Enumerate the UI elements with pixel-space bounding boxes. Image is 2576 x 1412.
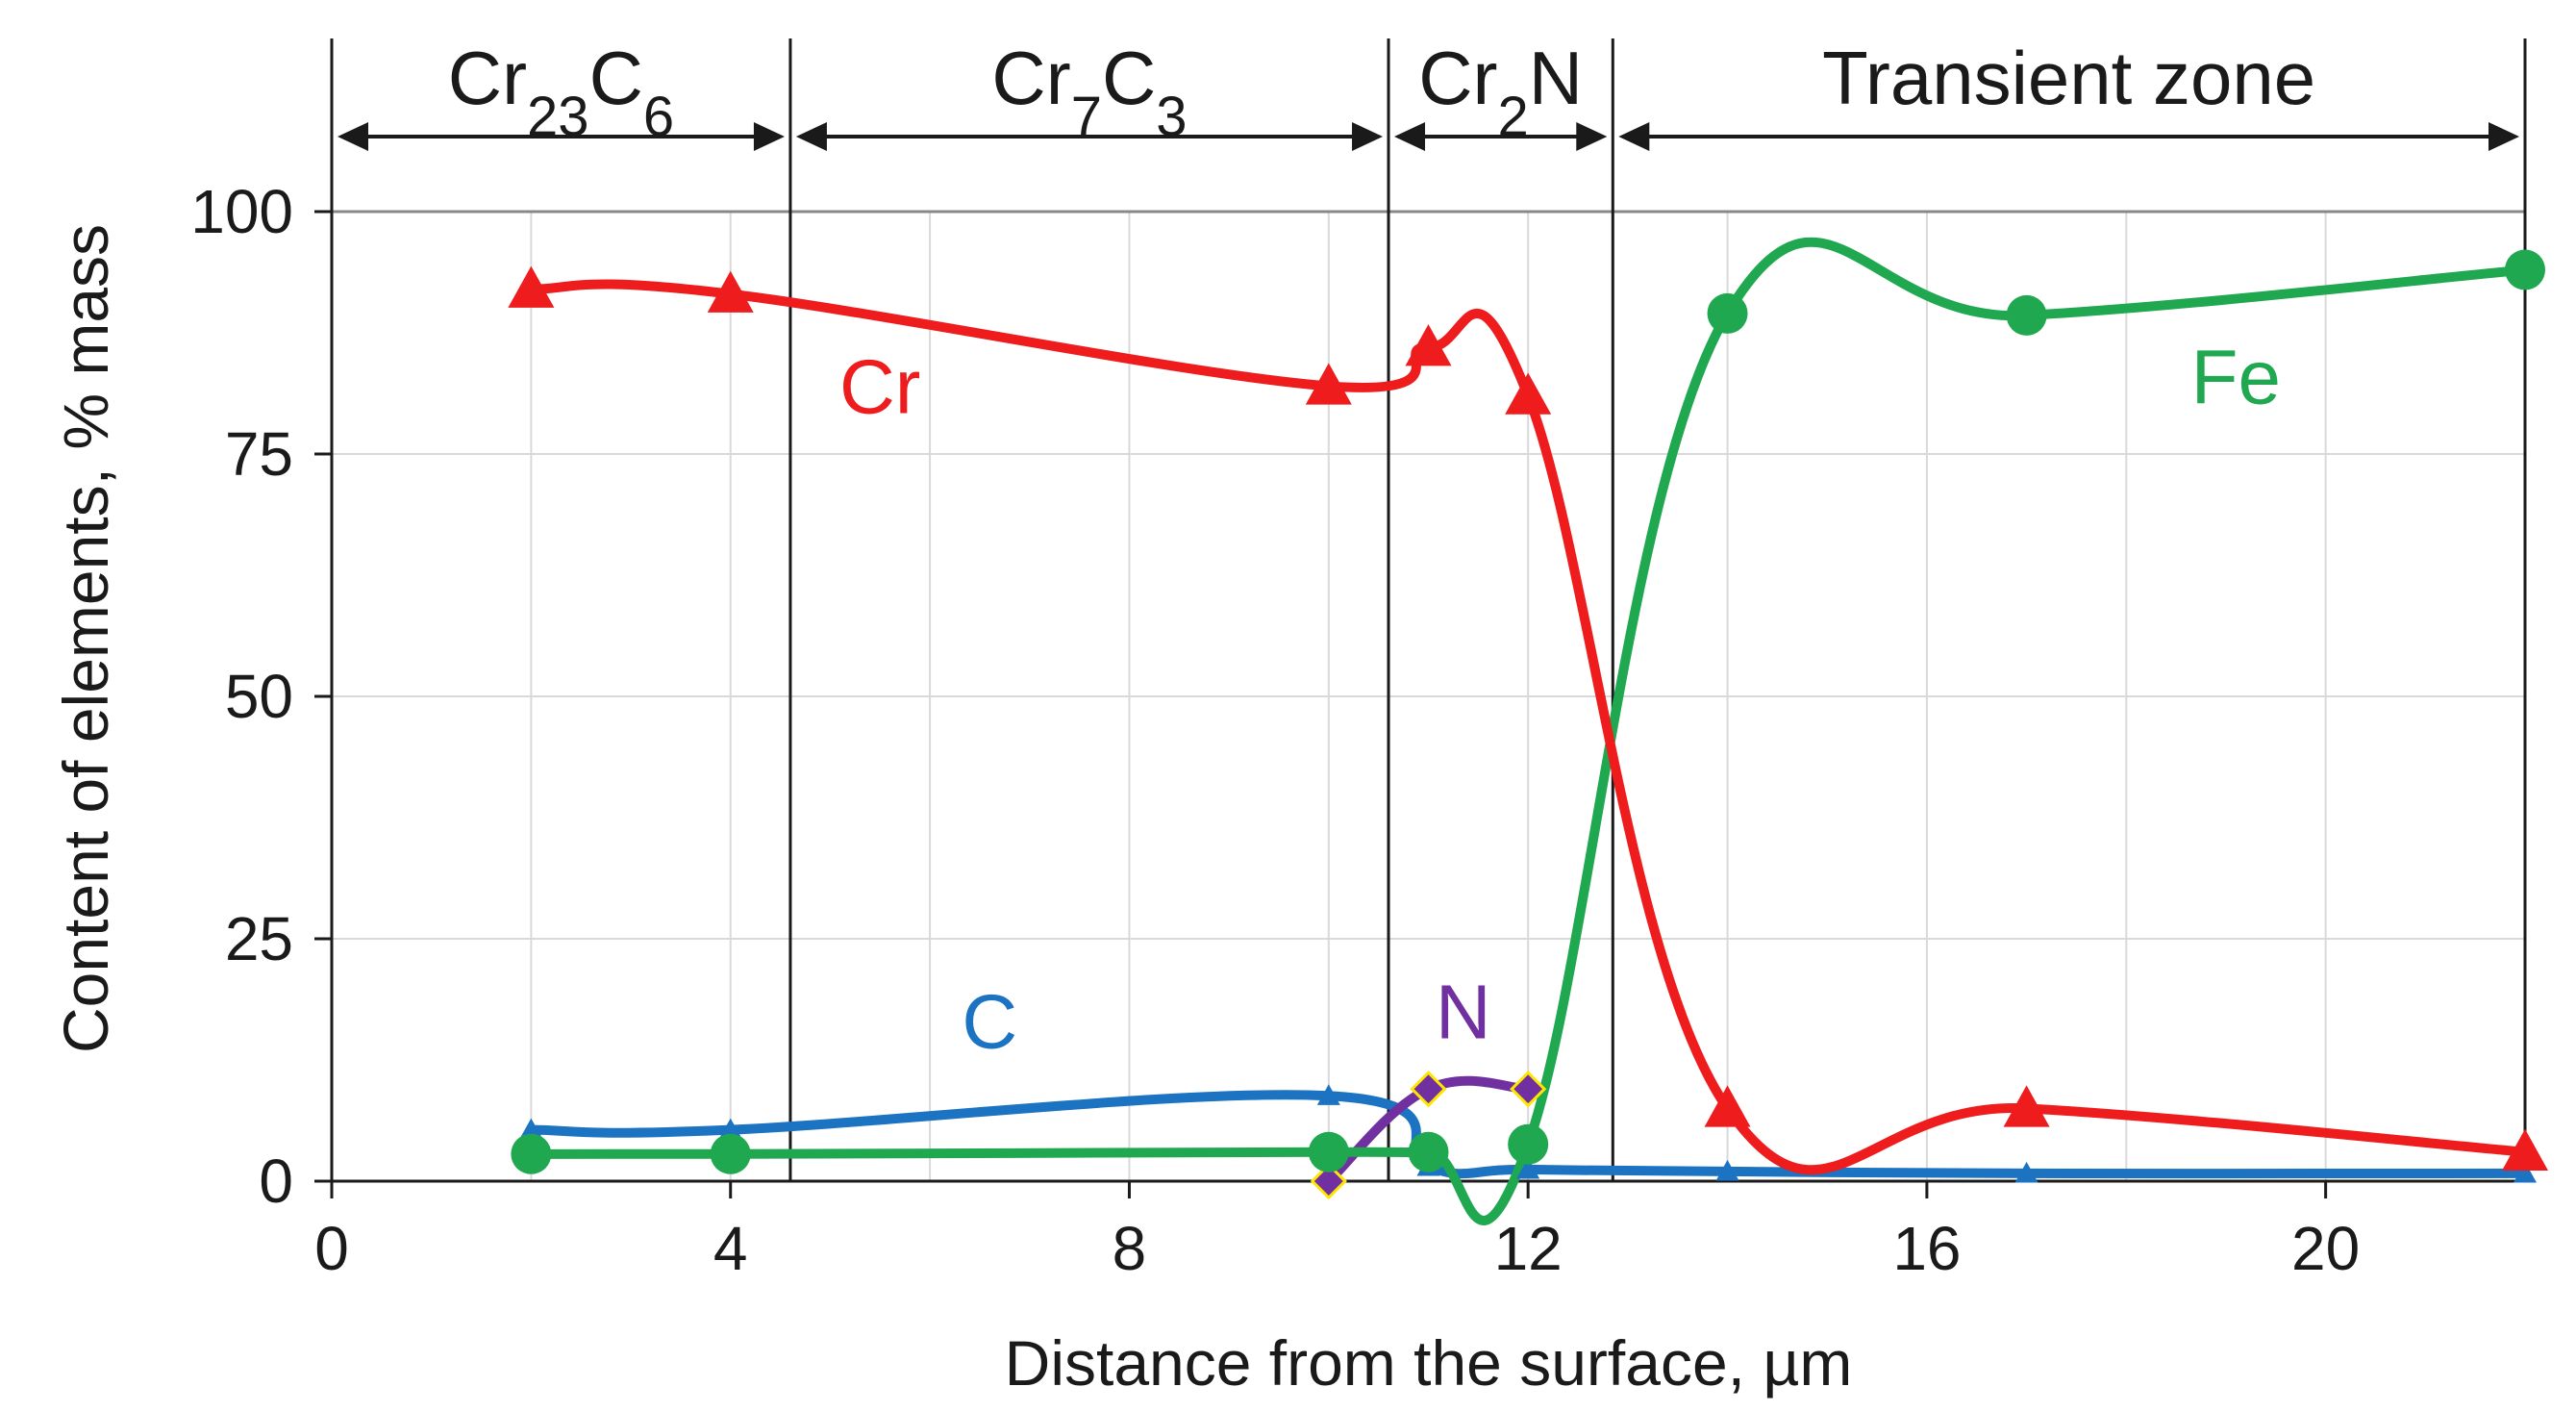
n-data-point	[1510, 1071, 1547, 1108]
c-data-point	[1715, 1159, 1739, 1181]
c-data-point	[718, 1118, 742, 1140]
c-series-line	[526, 1090, 2530, 1179]
zone-arrow-head-left	[1394, 122, 1426, 151]
cr-data-point	[508, 265, 555, 308]
y-tick-label: 75	[225, 419, 293, 489]
fe-data-point	[2505, 249, 2545, 290]
zone-arrow-head-right	[1576, 122, 1608, 151]
zone-arrow-head-right	[1352, 122, 1384, 151]
n-data-point	[1410, 1071, 1447, 1108]
y-tick-label: 0	[259, 1147, 293, 1216]
y-tick-label: 25	[225, 904, 293, 973]
data-markers	[508, 249, 2548, 1200]
fe-data-point	[1308, 1131, 1349, 1172]
cr-series-label: Cr	[839, 343, 920, 429]
cr-data-point	[707, 270, 754, 313]
zone-label: Cr2N	[1418, 36, 1583, 148]
c-series-label: C	[962, 979, 1017, 1065]
fe-data-point	[710, 1133, 751, 1174]
zone-label: Cr23C6	[448, 36, 674, 148]
c-data-point	[1516, 1157, 1540, 1179]
cr-data-point	[1305, 363, 1352, 405]
c-data-point	[2014, 1161, 2038, 1183]
c-data-point	[519, 1118, 543, 1140]
cr-data-point	[1505, 372, 1552, 415]
y-axis-title: Content of elements, % mass	[50, 224, 121, 1053]
cr-data-point	[1405, 324, 1452, 366]
x-axis-title: Distance from the surface, µm	[1005, 1327, 1853, 1399]
fe-data-point	[511, 1133, 552, 1174]
n-data-point	[1310, 1162, 1347, 1200]
n-series-label: N	[1436, 970, 1491, 1055]
zone-arrow-head-right	[753, 122, 785, 151]
cr-data-point	[2502, 1128, 2548, 1171]
axes: 0 4 8 12 16 20 0 25 50 75 100 Distance from the sur…	[50, 177, 2525, 1399]
zone-label: Cr7C3	[991, 36, 1187, 148]
x-tick-label: 8	[1113, 1214, 1147, 1283]
fe-data-point	[1508, 1123, 1549, 1165]
fe-data-point	[2006, 294, 2047, 336]
fe-data-point	[1408, 1131, 1449, 1172]
x-tick-label: 12	[1494, 1214, 1563, 1283]
zone-arrow-head-left	[1618, 122, 1650, 151]
zone-arrow-head-left	[338, 122, 368, 151]
zone-arrow-head-right	[2488, 122, 2519, 151]
x-tick-label: 4	[713, 1214, 748, 1283]
x-tick-label: 0	[314, 1214, 349, 1283]
y-tick-label: 100	[190, 177, 293, 246]
zone-arrow-head-left	[795, 122, 827, 151]
cr-data-point	[1704, 1085, 1751, 1127]
x-tick-label: 20	[2291, 1214, 2360, 1283]
fe-series-label: Fe	[2191, 334, 2281, 419]
fe-data-point	[1707, 292, 1748, 334]
y-tick-label: 50	[225, 662, 293, 731]
c-data-point	[1316, 1084, 1340, 1105]
c-data-point	[2513, 1161, 2537, 1183]
zone-annotations: Cr23C6 Cr7C3 Cr2N Transient zone	[330, 36, 2527, 1181]
cr-data-point	[2003, 1085, 2050, 1127]
zone-label: Transient zone	[1822, 36, 2315, 120]
x-tick-label: 16	[1892, 1214, 1961, 1283]
series-labels: C N Fe Cr	[839, 334, 2281, 1064]
